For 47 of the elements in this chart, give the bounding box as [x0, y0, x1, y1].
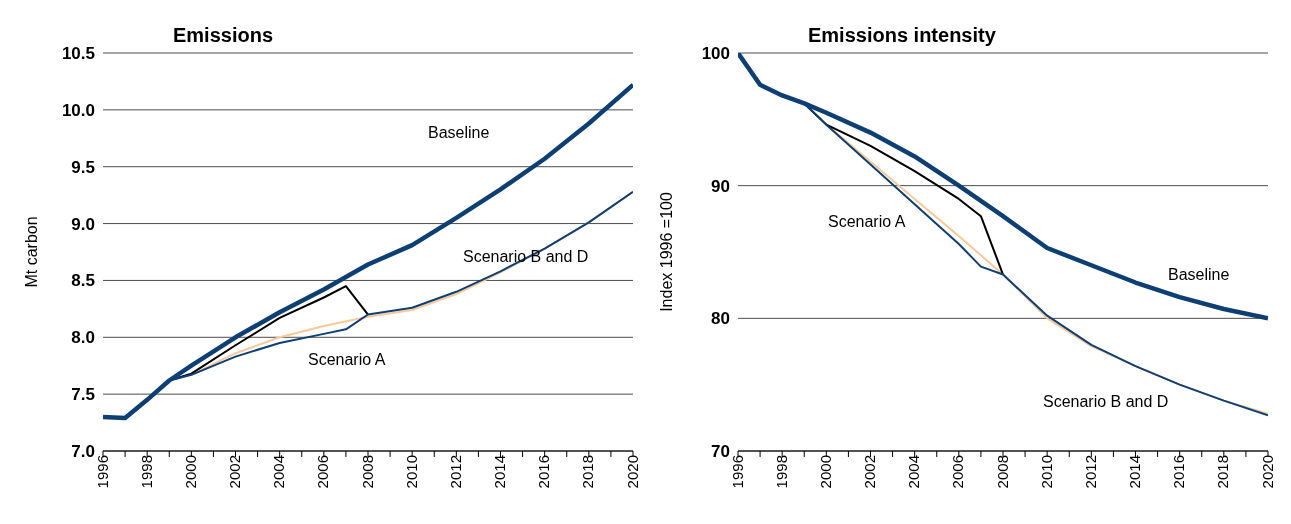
x-tick-label: 2016: [1170, 455, 1188, 489]
x-tick-label: 2018: [1214, 455, 1232, 489]
x-tick-label: 2002: [861, 455, 879, 489]
y-tick-label: 9.5: [71, 157, 95, 177]
x-tick-label: 2020: [623, 455, 641, 489]
series-label: Scenario A: [828, 213, 906, 231]
y-tick-label: 10.5: [61, 44, 95, 64]
x-tick-label: 1998: [137, 455, 155, 489]
y-tick-label: 9.0: [71, 214, 95, 234]
x-tick-label: 2006: [314, 455, 332, 489]
x-tick-label: 2006: [949, 455, 967, 489]
y-tick-label: 100: [701, 44, 730, 64]
y-tick-label: 10.0: [61, 100, 95, 120]
x-tick-label: 2000: [181, 455, 199, 489]
text: Baseline: [428, 124, 490, 142]
series-label: Scenario B and D: [1043, 393, 1169, 411]
x-tick-label: 2018: [579, 455, 597, 489]
x-tick-label: 2016: [535, 455, 553, 489]
y-tick-label: 80: [711, 309, 730, 329]
x-tick-label: 1996: [728, 455, 746, 489]
x-tick-label: 2020: [1258, 455, 1276, 489]
series-label: Scenario A: [308, 351, 386, 369]
chart-title: Emissions intensity: [808, 24, 996, 47]
y-tick-label: 7.0: [71, 442, 95, 462]
x-tick-label: 1996: [93, 455, 111, 489]
y-tick-label: 70: [711, 442, 730, 462]
y-axis-title: Index 1996 =100: [657, 192, 675, 312]
x-tick-label: 2004: [905, 455, 923, 489]
x-tick-label: 2012: [446, 455, 464, 489]
y-tick-label: 7.5: [71, 385, 95, 405]
x-tick-label: 2014: [1126, 455, 1144, 489]
y-tick-label: 8.5: [71, 271, 95, 291]
x-tick-label: 2008: [993, 455, 1011, 489]
x-tick-label: 2004: [270, 455, 288, 489]
x-tick-label: 2012: [1081, 455, 1099, 489]
chart-title: Emissions: [173, 24, 274, 47]
y-axis-title: Mt carbon: [22, 216, 40, 288]
x-tick-label: 1998: [772, 455, 790, 489]
x-tick-label: 2008: [358, 455, 376, 489]
x-tick-label: 2010: [402, 455, 420, 489]
series-label: Baseline: [1168, 266, 1230, 284]
x-tick-label: 2014: [491, 455, 509, 489]
y-tick-label: 8.0: [71, 328, 95, 348]
x-tick-label: 2010: [1037, 455, 1055, 489]
y-tick-label: 90: [711, 176, 730, 196]
x-tick-label: 2000: [816, 455, 834, 489]
x-tick-label: 2002: [226, 455, 244, 489]
